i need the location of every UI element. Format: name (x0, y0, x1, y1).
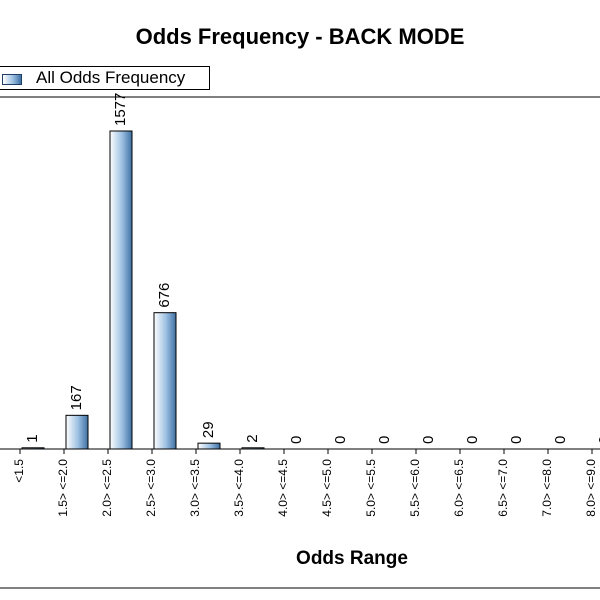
x-tick-label-4: 3.0> <=3.5 (188, 459, 202, 517)
x-tick-label-6: 4.0> <=4.5 (276, 459, 290, 517)
data-label-9: 0 (420, 436, 437, 444)
x-tick-label-9: 5.5> <=6.0 (408, 459, 422, 517)
data-label-8: 0 (376, 436, 393, 444)
x-tick-label-5: 3.5> <=4.0 (232, 459, 246, 517)
legend-swatch (2, 74, 22, 85)
data-label-10: 0 (464, 436, 481, 444)
data-label-2: 1577 (112, 93, 129, 126)
bar-3 (153, 312, 177, 450)
x-tick-label-7: 4.5> <=5.0 (320, 459, 334, 517)
x-tick-label-1: 1.5> <=2.0 (56, 459, 70, 517)
x-tick-label-11: 6.5> <=7.0 (496, 459, 510, 517)
x-tick-label-0: <1.5 (12, 459, 26, 483)
bar-0 (21, 447, 45, 450)
data-label-1: 167 (68, 385, 85, 410)
bar-4 (197, 442, 221, 450)
data-label-12: 0 (552, 436, 569, 444)
data-label-6: 0 (288, 436, 305, 444)
data-label-3: 676 (156, 283, 173, 308)
data-label-7: 0 (332, 436, 349, 444)
data-label-4: 29 (200, 421, 217, 438)
x-tick-label-3: 2.5> <=3.0 (144, 459, 158, 517)
legend-label: All Odds Frequency (36, 68, 186, 87)
data-label-5: 2 (244, 434, 261, 442)
x-tick-label-2: 2.0> <=2.5 (100, 459, 114, 517)
bar-2 (109, 130, 133, 450)
bar-1 (65, 414, 89, 450)
chart-title: Odds Frequency - BACK MODE (135, 24, 465, 49)
x-tick-label-13: 8.0> <=9.0 (584, 459, 598, 517)
legend: All Odds Frequency (0, 66, 210, 90)
data-label-11: 0 (508, 436, 525, 444)
x-tick-label-10: 6.0> <=6.5 (452, 459, 466, 517)
bar-5 (241, 447, 265, 450)
x-tick-label-8: 5.0> <=5.5 (364, 459, 378, 517)
x-tick-label-12: 7.0> <=8.0 (540, 459, 554, 517)
x-axis-title: Odds Range (296, 548, 408, 569)
data-label-13: 0 (596, 436, 600, 444)
data-label-0: 1 (24, 434, 41, 442)
